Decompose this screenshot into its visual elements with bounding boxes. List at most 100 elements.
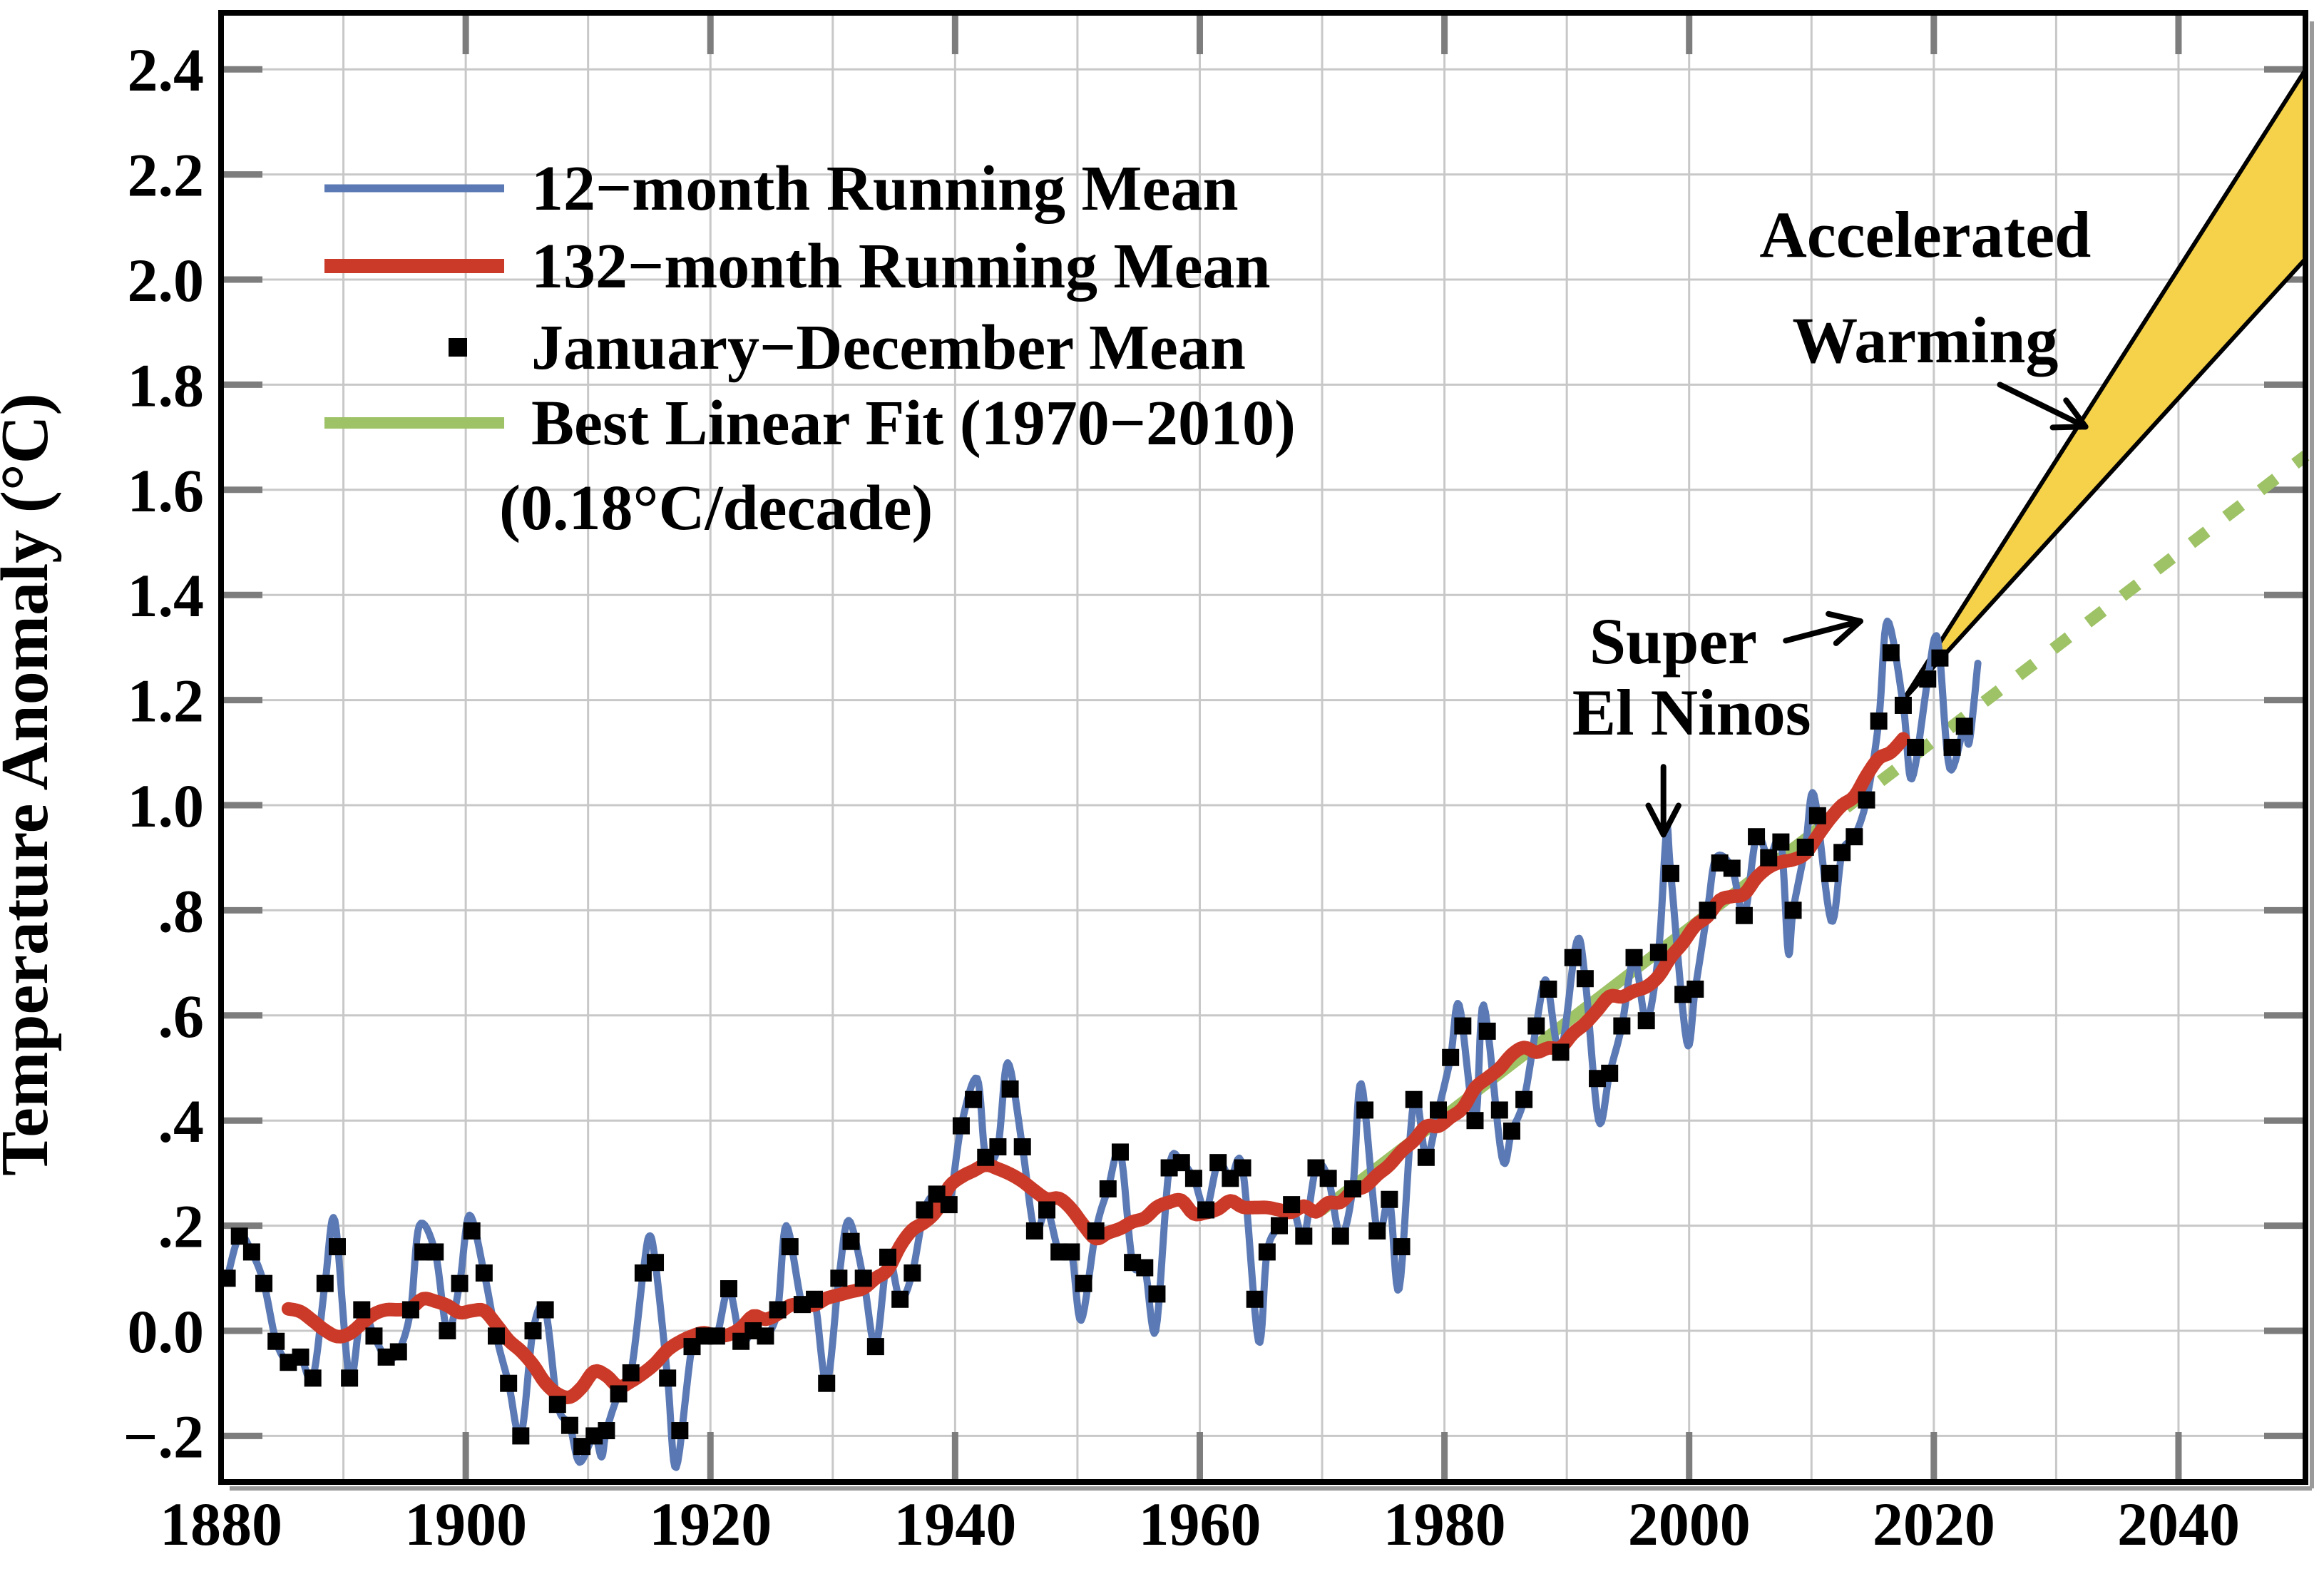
annual-mean-point — [757, 1327, 774, 1345]
accelerated-warming-arrow-head — [2049, 397, 2089, 431]
annual-mean-point — [1075, 1274, 1092, 1292]
annual-mean-point — [1723, 859, 1741, 877]
annual-mean-point — [1662, 864, 1679, 882]
annual-mean-point — [1319, 1170, 1337, 1187]
annual-mean-point — [1454, 1017, 1472, 1035]
legend-item-label: January−December Mean — [531, 312, 1246, 383]
annual-mean-point — [1846, 828, 1863, 846]
annual-mean-point — [1870, 712, 1888, 730]
annual-mean-point — [255, 1274, 273, 1292]
annual-mean-point — [1405, 1090, 1423, 1108]
annual-mean-point — [1552, 1043, 1570, 1061]
annual-mean-point — [842, 1232, 860, 1250]
annual-mean-point — [866, 1338, 884, 1356]
annual-mean-point — [1381, 1190, 1398, 1208]
annual-mean-point — [1748, 828, 1766, 846]
annual-mean-point — [1527, 1017, 1545, 1035]
annual-mean-point — [451, 1274, 469, 1292]
annual-mean-point — [830, 1269, 848, 1287]
x-tick-label: 1980 — [1383, 1490, 1506, 1558]
annual-mean-point — [1649, 944, 1667, 961]
x-tick-label: 1940 — [894, 1490, 1016, 1558]
annual-mean-point — [1907, 738, 1925, 756]
legend-item-label: 12−month Running Mean — [531, 153, 1239, 224]
annual-mean-point — [1784, 901, 1802, 919]
annual-mean-point — [1417, 1148, 1435, 1166]
x-tick-label: 2020 — [1873, 1490, 1995, 1558]
annual-mean-point — [720, 1280, 737, 1298]
x-tick-label: 1900 — [404, 1490, 527, 1558]
annual-mean-point — [1136, 1259, 1154, 1277]
annual-mean-point — [1637, 1012, 1655, 1030]
annual-mean-point — [353, 1301, 371, 1319]
annual-mean-point — [341, 1369, 359, 1387]
annual-mean-point — [548, 1396, 566, 1414]
annual-mean-point — [1686, 980, 1704, 998]
y-tick-label: 2.0 — [128, 246, 205, 315]
annual-mean-point — [1283, 1196, 1301, 1214]
annual-mean-point — [230, 1227, 248, 1245]
y-tick-label: 1.0 — [128, 772, 205, 840]
annual-mean-point — [1001, 1080, 1019, 1098]
annual-mean-point — [1943, 738, 1961, 756]
annual-mean-point — [389, 1343, 407, 1361]
annual-mean-point — [1368, 1222, 1386, 1240]
annual-mean-point — [401, 1301, 419, 1319]
annual-mean-point — [1063, 1243, 1080, 1261]
annual-mean-point — [1430, 1101, 1448, 1119]
annual-mean-point — [1931, 649, 1949, 667]
plot-frame — [218, 10, 2308, 1485]
annual-mean-point — [891, 1290, 909, 1308]
annual-mean-point — [1270, 1217, 1288, 1235]
legend-swatch-square — [449, 338, 467, 357]
annual-mean-point — [1772, 833, 1790, 851]
annual-mean-point — [1564, 949, 1582, 966]
annual-mean-point — [1087, 1222, 1105, 1240]
super-el-ninos-arrow-down-head — [1645, 802, 1681, 838]
annual-mean-point — [1760, 849, 1778, 867]
annual-mean-point — [536, 1301, 554, 1319]
annual-mean-point — [1442, 1048, 1460, 1066]
annual-mean-point — [1148, 1285, 1166, 1303]
super-el-ninos-label: Super — [1590, 605, 1757, 678]
x-tick-label: 1920 — [649, 1490, 772, 1558]
annual-mean-point — [365, 1327, 383, 1345]
y-tick-label: 1.4 — [128, 561, 205, 630]
annual-mean-point — [1478, 1022, 1496, 1040]
annual-mean-point — [647, 1254, 665, 1272]
annual-mean-point — [304, 1369, 322, 1387]
annual-mean-point — [1466, 1112, 1484, 1130]
annual-mean-point — [1234, 1159, 1251, 1177]
x-tick-label: 2040 — [2117, 1490, 2240, 1558]
annual-mean-point — [1919, 670, 1937, 688]
legend-item-label: 132−month Running Mean — [531, 231, 1271, 302]
x-tick-label: 1960 — [1138, 1490, 1261, 1558]
annual-mean-point — [1882, 644, 1900, 662]
annual-mean-point — [1246, 1290, 1264, 1308]
annual-mean-point — [439, 1322, 456, 1339]
legend-item-label: Best Linear Fit (1970−2010) — [531, 388, 1296, 459]
x-tick-label: 2000 — [1628, 1490, 1751, 1558]
super-el-ninos-arrow-right-shaft — [1783, 618, 1863, 644]
annual-mean-point — [1601, 1064, 1619, 1082]
annual-mean-point — [818, 1374, 836, 1392]
annual-mean-point — [879, 1248, 897, 1266]
y-tick-label: −.2 — [123, 1402, 204, 1471]
y-axis-title: Temperature Anomaly (°C) — [0, 393, 62, 1176]
annual-mean-point — [1393, 1238, 1411, 1256]
annual-mean-point — [1808, 807, 1826, 824]
super-el-ninos-arrow-right-head — [1826, 610, 1863, 646]
annual-mean-point — [989, 1138, 1007, 1156]
y-tick-label: .4 — [158, 1087, 205, 1155]
annual-mean-point — [1295, 1227, 1313, 1245]
annual-mean-point — [560, 1416, 578, 1434]
annual-mean-point — [1184, 1170, 1202, 1187]
accelerated-warming-arrow-shaft — [1997, 382, 2089, 430]
annual-mean-point — [1111, 1143, 1129, 1161]
axis-label-layer: 1880 1900 1920 1940 1960 1980 2000 2020 2040 −.2 0… — [123, 36, 2239, 1558]
annual-mean-point — [1515, 1090, 1533, 1108]
annual-mean-point — [1013, 1138, 1031, 1156]
y-tick-label: 2.4 — [128, 36, 205, 104]
annual-mean-point — [328, 1238, 346, 1256]
